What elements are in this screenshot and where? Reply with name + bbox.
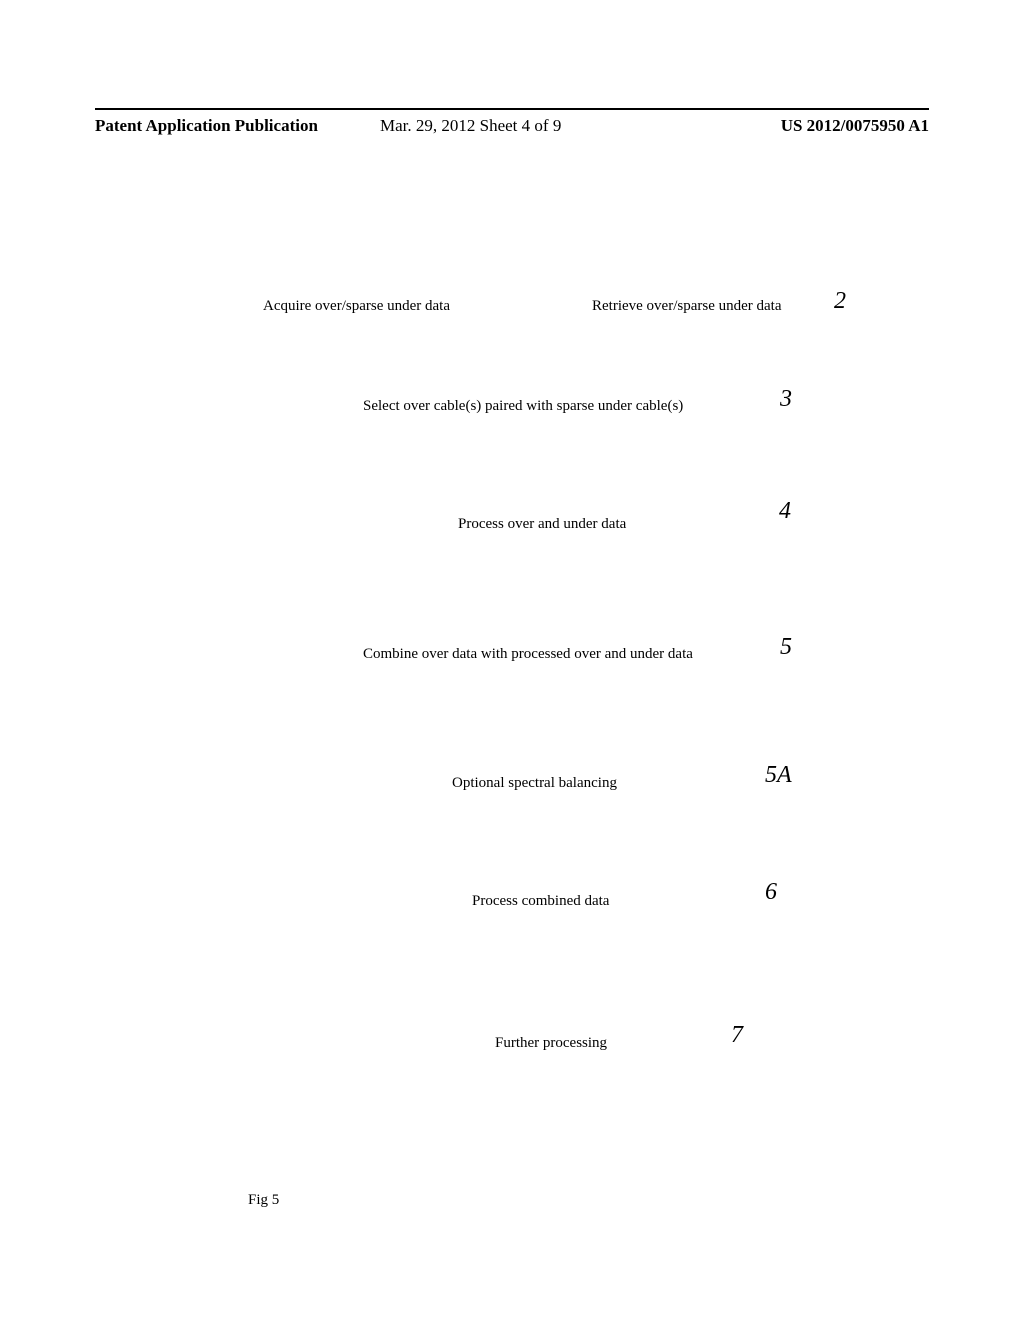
step-number-6: 6 (765, 879, 777, 906)
flow-step-combine: Combine over data with processed over an… (363, 646, 693, 663)
flow-step-retrieve: Retrieve over/sparse under data (592, 298, 782, 315)
step-number-5: 5 (780, 634, 792, 661)
step-number-5a: 5A (765, 762, 792, 789)
step-number-4: 4 (779, 498, 791, 525)
flow-step-select: Select over cable(s) paired with sparse … (363, 398, 683, 415)
flow-step-process-combined: Process combined data (472, 893, 609, 910)
figure-label: Fig 5 (248, 1192, 279, 1209)
flowchart-container: Acquire over/sparse under data Retrieve … (0, 0, 1024, 1320)
flow-step-further-processing: Further processing (495, 1035, 607, 1052)
step-number-3: 3 (780, 386, 792, 413)
flow-step-process-over-under: Process over and under data (458, 516, 626, 533)
flow-step-acquire: Acquire over/sparse under data (263, 298, 450, 315)
step-number-7: 7 (731, 1022, 743, 1049)
flow-step-spectral-balancing: Optional spectral balancing (452, 775, 617, 792)
step-number-2: 2 (834, 288, 846, 315)
